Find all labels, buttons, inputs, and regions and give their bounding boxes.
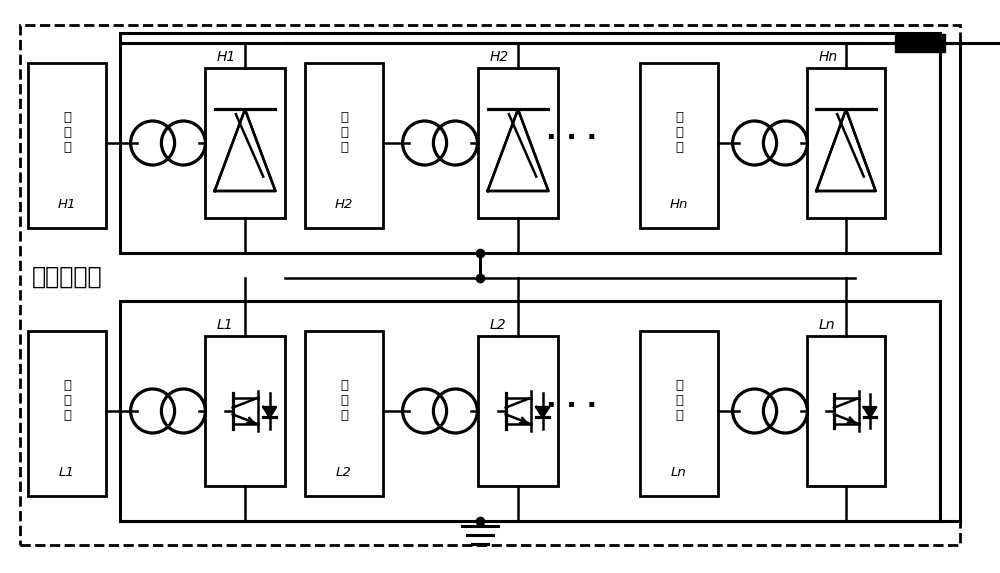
Text: · · ·: · · · [546,392,598,420]
Bar [120,301,940,521]
Text: H2: H2 [335,198,353,211]
Text: 级联换流阀: 级联换流阀 [32,265,103,289]
Polygon shape [816,109,876,191]
Text: Ln: Ln [819,318,835,332]
Text: 交
流
端: 交 流 端 [340,379,348,422]
Text: 交
流
端: 交 流 端 [63,111,71,154]
Bar [205,336,285,486]
Polygon shape [488,109,548,191]
Text: L1: L1 [217,318,234,332]
Polygon shape [215,109,275,191]
Text: L2: L2 [490,318,507,332]
Text: 交
流
端: 交 流 端 [63,379,71,422]
Polygon shape [864,407,876,417]
Bar [28,331,106,496]
Bar [305,63,383,228]
Text: L2: L2 [336,466,352,480]
Polygon shape [263,407,276,417]
Bar [478,336,558,486]
Text: H1: H1 [217,50,236,64]
Text: · · ·: · · · [546,124,598,152]
Text: Ln: Ln [671,466,687,480]
Bar [807,68,885,218]
Bar [640,331,718,496]
Bar [435,389,445,433]
Bar [163,121,173,165]
Bar [28,63,106,228]
Text: 交
流
端: 交 流 端 [675,379,683,422]
Bar [765,121,775,165]
Bar [435,121,445,165]
Text: H2: H2 [490,50,509,64]
Bar [205,68,285,218]
Text: 交
流
端: 交 流 端 [340,111,348,154]
Polygon shape [536,407,549,417]
Bar [163,389,173,433]
Bar [478,68,558,218]
Bar [640,63,718,228]
Bar [807,336,885,486]
Text: 交
流
端: 交 流 端 [675,111,683,154]
Bar [120,33,940,253]
Text: H1: H1 [58,198,76,211]
Bar [895,34,945,52]
Bar [765,389,775,433]
Text: Hn: Hn [819,50,838,64]
Bar [305,331,383,496]
Text: Hn: Hn [670,198,688,211]
Text: L1: L1 [59,466,75,480]
